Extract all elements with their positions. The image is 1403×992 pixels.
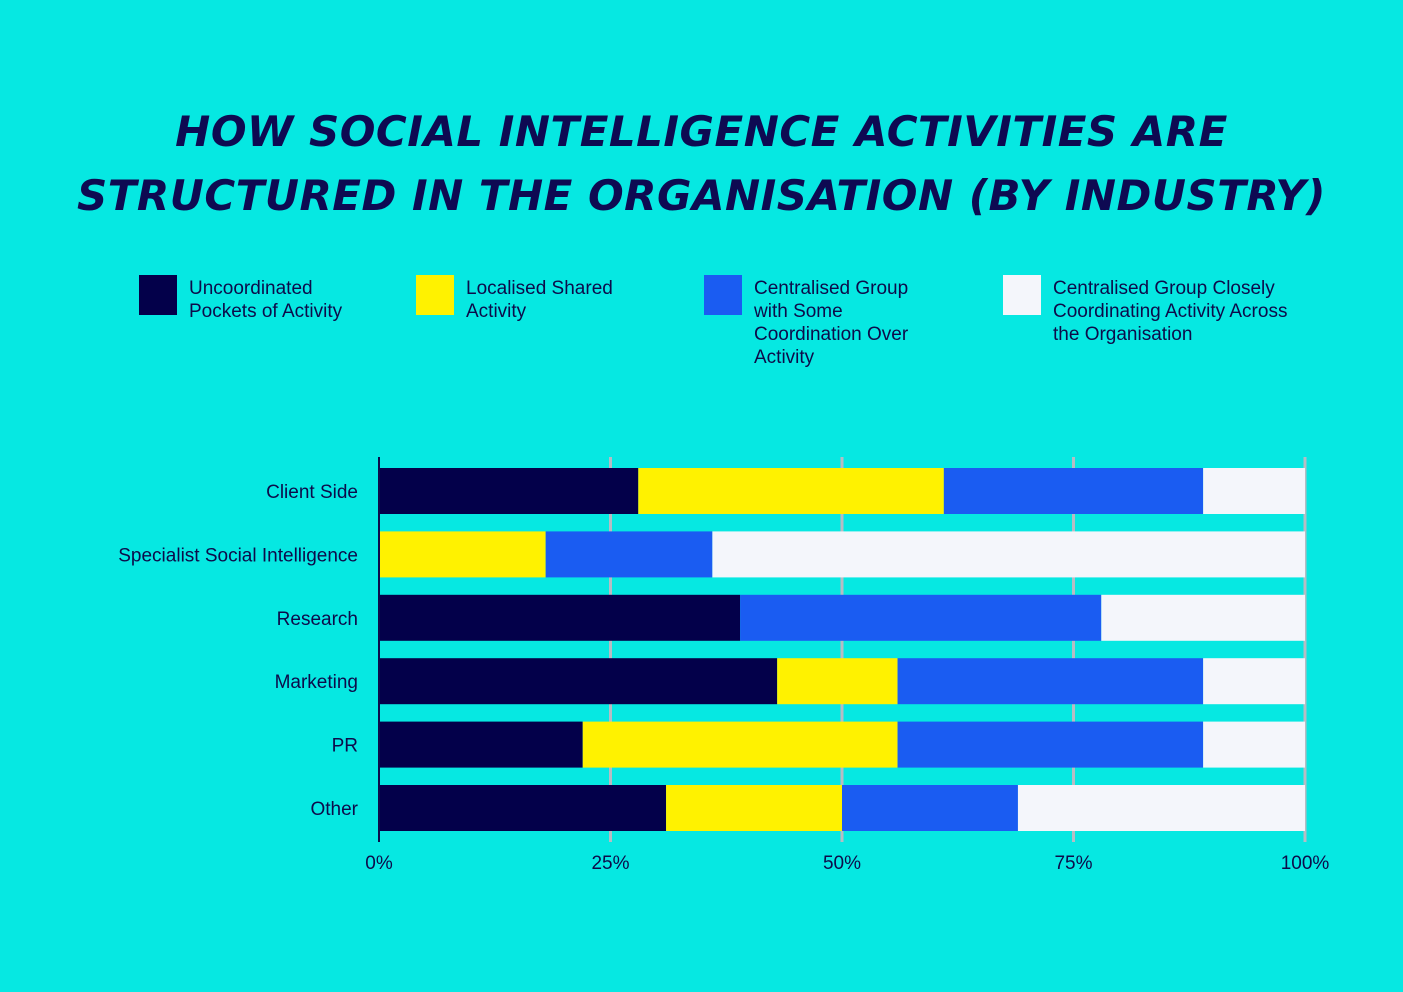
legend-label-centralised-closely: Centralised Group Closely Coordinating A… [1053, 278, 1288, 345]
bar-other-uncoordinated-pockets-of-activity [379, 785, 667, 831]
bar-marketing-localised-shared-activity [777, 658, 898, 705]
x-tick-label-2: 50% [823, 853, 861, 874]
legend-label-localised: Localised Shared Activity [466, 278, 613, 322]
bar-pr-centralised-group-closely-coordinating-activity-across-the-organisation [1203, 721, 1305, 768]
x-tick-label-3: 75% [1054, 853, 1092, 874]
bar-marketing-centralised-group-closely-coordinating-activity-across-the-organisation [1203, 658, 1305, 705]
x-tick-label-4: 100% [1281, 853, 1330, 874]
category-label-client-side: Client Side [266, 482, 358, 503]
legend-swatch-centralised-closely [1003, 275, 1041, 315]
category-label-research: Research [277, 609, 358, 630]
bar-other-localised-shared-activity [666, 785, 842, 831]
legend-label-uncoordinated: Uncoordinated Pockets of Activity [189, 278, 343, 322]
bar-marketing-centralised-group-with-some-coordination-over-activity [897, 658, 1204, 705]
bar-pr-centralised-group-with-some-coordination-over-activity [897, 721, 1204, 768]
chart-title-line-1: How Social Intelligence Activities Are [175, 107, 1228, 156]
bar-client-side-centralised-group-with-some-coordination-over-activity [943, 468, 1204, 514]
category-label-specialist-social-intelligence: Specialist Social Intelligence [118, 545, 358, 566]
category-label-pr: PR [332, 736, 358, 757]
bar-client-side-uncoordinated-pockets-of-activity [379, 468, 639, 514]
bar-other-centralised-group-with-some-coordination-over-activity [842, 785, 1018, 831]
bar-pr-uncoordinated-pockets-of-activity [379, 721, 583, 768]
bar-research-centralised-group-closely-coordinating-activity-across-the-organisation [1101, 594, 1305, 641]
legend-swatch-centralised-some [704, 275, 742, 315]
bar-specialist-social-intelligence-centralised-group-closely-coordinating-activity-across-the-organisation [712, 531, 1305, 578]
x-tick-label-1: 25% [591, 853, 629, 874]
bar-client-side-localised-shared-activity [638, 468, 944, 514]
x-tick-label-0: 0% [365, 853, 393, 874]
bar-client-side-centralised-group-closely-coordinating-activity-across-the-organisation [1203, 468, 1305, 514]
bar-pr-localised-shared-activity [582, 721, 898, 768]
chart-title: How Social Intelligence Activities Are S… [0, 100, 1403, 228]
chart-title-line-2: Structured in the Organisation (By Indus… [77, 171, 1326, 220]
legend-swatch-localised [416, 275, 454, 315]
bar-research-centralised-group-with-some-coordination-over-activity [740, 594, 1102, 641]
bar-marketing-uncoordinated-pockets-of-activity [379, 658, 778, 705]
legend-label-centralised-some: Centralised Group with Some Coordination… [754, 278, 909, 368]
bar-specialist-social-intelligence-centralised-group-with-some-coordination-over-activity [545, 531, 713, 578]
legend-swatch-uncoordinated [139, 275, 177, 315]
category-label-other: Other [310, 799, 358, 820]
bar-specialist-social-intelligence-localised-shared-activity [379, 531, 546, 578]
bar-other-centralised-group-closely-coordinating-activity-across-the-organisation [1017, 785, 1305, 831]
category-label-marketing: Marketing [275, 672, 358, 693]
bar-research-uncoordinated-pockets-of-activity [379, 594, 741, 641]
